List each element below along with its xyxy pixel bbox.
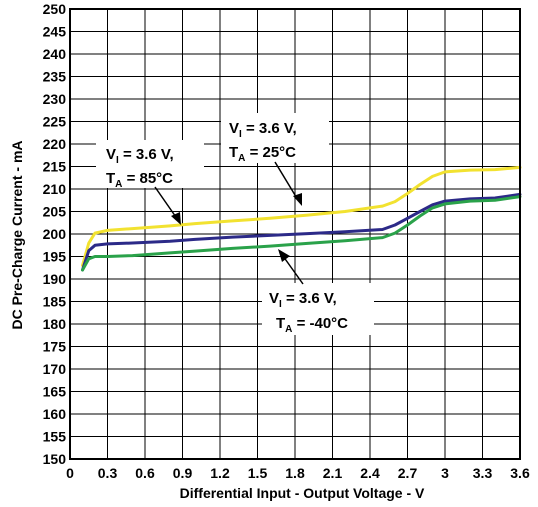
series-line-1 (81, 192, 522, 272)
y-tick-label: 195 (43, 249, 67, 265)
series-layer (81, 165, 522, 272)
x-tick-label: 0.9 (173, 465, 193, 481)
annotation-85c-arrowhead (171, 212, 181, 225)
y-tick-label: 225 (43, 114, 67, 130)
annotation-25c: VI = 3.6 V, TA = 25°C (221, 113, 329, 206)
annotation-85c-line2: TA = 85°C (106, 170, 173, 190)
x-axis-label: Differential Input - Output Voltage - V (180, 485, 425, 501)
y-tick-labels: 150 155 160 165 170 175 180 185 190 195 200 205 210 2… (43, 1, 67, 467)
annotation-85c-box (96, 140, 204, 188)
annotation-85c-line1: VI = 3.6 V, (106, 146, 174, 166)
y-tick-label: 235 (43, 69, 67, 85)
annotation-85c-arrow-line (154, 186, 179, 221)
x-tick-label: 1.8 (285, 465, 305, 481)
x-tick-label: 2.4 (360, 465, 380, 481)
x-tick-label: 0 (66, 465, 74, 481)
x-tick-label: 1.2 (210, 465, 230, 481)
y-tick-label: 240 (43, 46, 67, 62)
x-tick-label: 3 (441, 465, 449, 481)
annotation-25c-line1: VI = 3.6 V, (229, 120, 297, 140)
annotation-neg40c-box (262, 283, 374, 335)
series-line-0 (81, 165, 522, 267)
y-tick-label: 230 (43, 91, 67, 107)
grid (69, 8, 521, 460)
y-tick-label: 165 (43, 384, 67, 400)
y-tick-label: 185 (43, 294, 67, 310)
y-tick-label: 180 (43, 316, 67, 332)
y-tick-label: 190 (43, 271, 67, 287)
y-tick-label: 170 (43, 361, 67, 377)
y-tick-label: 210 (43, 181, 67, 197)
y-tick-label: 155 (43, 429, 67, 445)
annotation-85c: VI = 3.6 V, TA = 85°C (96, 140, 204, 225)
annotation-25c-box (221, 113, 329, 163)
x-tick-label: 2.7 (398, 465, 418, 481)
plot-frame (69, 8, 521, 460)
y-tick-label: 205 (43, 204, 67, 220)
annotation-25c-line2: TA = 25°C (229, 144, 296, 164)
y-axis-label: DC Pre-Charge Current - mA (9, 140, 25, 329)
x-tick-label: 2.1 (323, 465, 343, 481)
y-tick-label: 245 (43, 24, 67, 40)
x-tick-label: 0.3 (98, 465, 118, 481)
annotation-25c-arrowhead (293, 193, 302, 206)
y-tick-label: 200 (43, 226, 67, 242)
annotation-neg40c: VI = 3.6 V, TA = -40°C (262, 249, 374, 335)
x-tick-label: 1.5 (248, 465, 268, 481)
annotation-25c-arrow-line (274, 161, 299, 201)
x-tick-label: 3.6 (510, 465, 530, 481)
annotation-neg40c-arrowhead (278, 249, 290, 262)
y-tick-label: 160 (43, 406, 67, 422)
y-tick-label: 215 (43, 159, 67, 175)
series-line-2 (81, 195, 522, 272)
annotation-neg40c-line2: TA = -40°C (276, 315, 348, 335)
annotation-neg40c-arrow-line (282, 255, 304, 285)
x-tick-label: 0.6 (135, 465, 155, 481)
y-tick-label: 220 (43, 136, 67, 152)
annotation-neg40c-line1: VI = 3.6 V, (269, 290, 337, 310)
x-tick-label: 3.3 (473, 465, 493, 481)
x-tick-labels: 0 0.3 0.6 0.9 1.2 1.5 1.8 2.1 2.4 2.7 3 3.3 3.6 (66, 465, 530, 481)
y-tick-label: 250 (43, 1, 67, 17)
y-tick-label: 150 (43, 451, 67, 467)
y-tick-label: 175 (43, 339, 67, 355)
